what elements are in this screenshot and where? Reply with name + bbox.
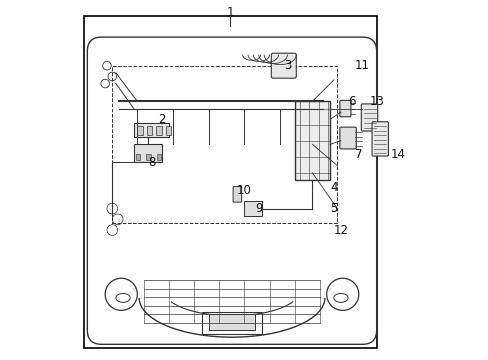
Text: 7: 7 <box>354 148 362 162</box>
Text: 12: 12 <box>333 224 348 237</box>
Bar <box>83 16 376 348</box>
FancyBboxPatch shape <box>271 53 296 78</box>
Bar <box>208 314 255 330</box>
Bar <box>146 154 150 160</box>
Bar <box>244 202 262 216</box>
Text: 9: 9 <box>255 202 262 215</box>
FancyBboxPatch shape <box>233 186 241 202</box>
Bar <box>157 154 161 160</box>
Bar <box>146 126 152 135</box>
Bar <box>165 126 171 135</box>
FancyBboxPatch shape <box>371 122 387 156</box>
FancyBboxPatch shape <box>339 100 350 117</box>
Bar <box>134 144 162 162</box>
Bar <box>294 102 329 180</box>
Text: 5: 5 <box>329 202 337 215</box>
Text: 8: 8 <box>148 156 155 168</box>
Text: 4: 4 <box>329 181 337 194</box>
Bar <box>201 312 262 334</box>
Bar <box>137 126 142 135</box>
Text: 14: 14 <box>390 148 405 162</box>
Text: 11: 11 <box>354 59 369 72</box>
Bar <box>156 126 162 135</box>
Bar <box>135 154 140 160</box>
Bar <box>134 123 169 137</box>
Text: 6: 6 <box>347 95 355 108</box>
FancyBboxPatch shape <box>339 127 356 149</box>
Bar <box>112 66 337 223</box>
Text: 13: 13 <box>368 95 384 108</box>
Text: 3: 3 <box>283 59 290 72</box>
FancyBboxPatch shape <box>361 104 377 131</box>
Text: 1: 1 <box>226 6 233 19</box>
Text: 2: 2 <box>158 113 166 126</box>
Text: 10: 10 <box>237 184 251 197</box>
